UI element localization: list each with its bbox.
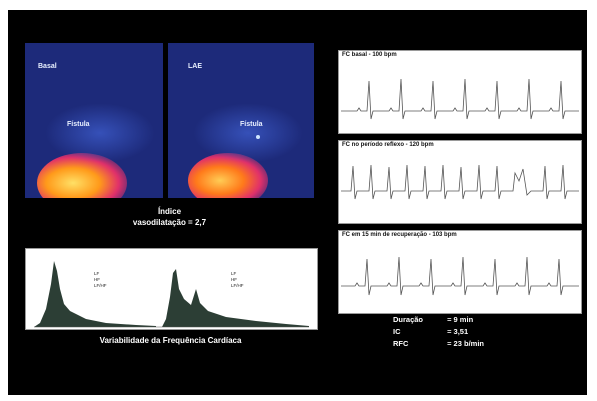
thermal-image-basal: Basal Fístula xyxy=(25,43,163,198)
stat-rfc: RFC = 23 b/min xyxy=(393,339,484,348)
hrv-spectrum-right xyxy=(162,269,309,327)
stat-value: = 3,51 xyxy=(447,327,469,336)
hrv-spectra xyxy=(34,261,309,328)
ecg-strip-title: FC basal - 100 bpm xyxy=(342,52,397,58)
legend-item: HF xyxy=(94,277,100,282)
hrv-caption: Variabilidade da Frequência Cardíaca xyxy=(99,336,242,345)
stat-label: Duração xyxy=(393,315,424,324)
stat-duration: Duração = 9 min xyxy=(393,315,473,324)
thermal-glow xyxy=(45,103,155,163)
thermal-image-lae: LAE Fístula xyxy=(168,43,314,198)
ecg-trace xyxy=(341,256,579,296)
hrv-legend-left: LF HF LF/HF xyxy=(94,271,107,289)
ecg-strip-recovery: FC em 15 min de recuperação - 103 bpm xyxy=(338,230,582,314)
stat-value: = 23 b/min xyxy=(447,339,484,348)
legend-item: HF xyxy=(231,277,237,282)
ecg-strip-basal: FC basal - 100 bpm xyxy=(338,50,582,134)
thermal-divider xyxy=(164,43,167,198)
stat-ic: IC = 3,51 xyxy=(393,327,468,336)
ecg-strip-title: FC no período reflexo - 120 bpm xyxy=(342,142,434,148)
thermal-caption-line1: Índice xyxy=(157,207,182,216)
thermal-label-lae: LAE xyxy=(188,63,202,70)
stat-label: IC xyxy=(393,327,401,336)
hrv-panel: LF HF LF/HF LF HF LF/HF xyxy=(25,248,318,330)
thermal-spot-label-lae: Fístula xyxy=(240,121,263,128)
spot-marker xyxy=(256,135,260,139)
legend-item: LF xyxy=(231,271,237,276)
legend-item: LF xyxy=(94,271,100,276)
thermal-label-basal: Basal xyxy=(38,63,57,70)
ecg-trace xyxy=(341,78,579,120)
legend-item: LF/HF xyxy=(94,283,107,288)
stat-value: = 9 min xyxy=(447,315,474,324)
ecg-strip-title: FC em 15 min de recuperação - 103 bpm xyxy=(342,232,457,238)
thermal-spot-label-basal: Fístula xyxy=(67,121,90,128)
stat-label: RFC xyxy=(393,339,409,348)
ecg-trace xyxy=(341,164,579,200)
thermal-glow xyxy=(193,103,303,163)
thermal-caption-line2: vasodilatação = 2,7 xyxy=(132,218,207,227)
slide: Basal Fístula LAE Fístula Índice vasodil… xyxy=(8,10,587,395)
hrv-legend-right: LF HF LF/HF xyxy=(231,271,244,289)
legend-item: LF/HF xyxy=(231,283,244,288)
ecg-strip-reflex: FC no período reflexo - 120 bpm xyxy=(338,140,582,224)
hrv-spectrum-left xyxy=(34,261,156,327)
